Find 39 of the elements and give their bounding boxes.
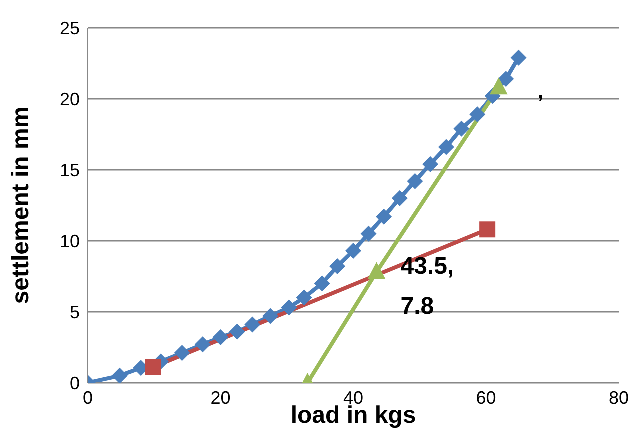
point (330, 258, 346, 275)
point (407, 173, 424, 190)
point (376, 208, 392, 225)
point (174, 345, 190, 362)
y-axis-title: settlement in mm (8, 106, 35, 304)
y-tick-label: 0 (70, 373, 80, 394)
annotation: 43.5, 7.8 (400, 253, 454, 320)
point (438, 139, 454, 156)
y-tick-label: 10 (60, 231, 80, 252)
x-tick-label: 0 (82, 388, 94, 408)
point (262, 308, 279, 324)
point (470, 106, 486, 123)
point (360, 226, 377, 242)
x-tick-label: 20 (210, 388, 231, 408)
point (368, 262, 386, 280)
point (490, 78, 508, 95)
x-tick-label: 60 (476, 388, 496, 408)
point (422, 156, 438, 172)
point (244, 316, 261, 333)
y-tick-label: 5 (70, 302, 80, 322)
x-tick-label: 80 (608, 388, 630, 408)
point (498, 71, 514, 88)
point (281, 300, 298, 316)
point (392, 190, 408, 206)
y-tick-label: 20 (60, 89, 80, 110)
point (145, 359, 162, 376)
point (454, 120, 470, 137)
point (229, 324, 246, 340)
point (314, 276, 330, 292)
annotation: , (538, 81, 544, 103)
point (296, 290, 312, 306)
point (112, 368, 128, 383)
point (510, 50, 527, 66)
point (480, 222, 496, 238)
point (194, 336, 211, 353)
point (212, 330, 229, 346)
point (346, 242, 362, 259)
y-tick-label: 15 (60, 160, 80, 180)
y-tick-label: 25 (60, 18, 80, 38)
